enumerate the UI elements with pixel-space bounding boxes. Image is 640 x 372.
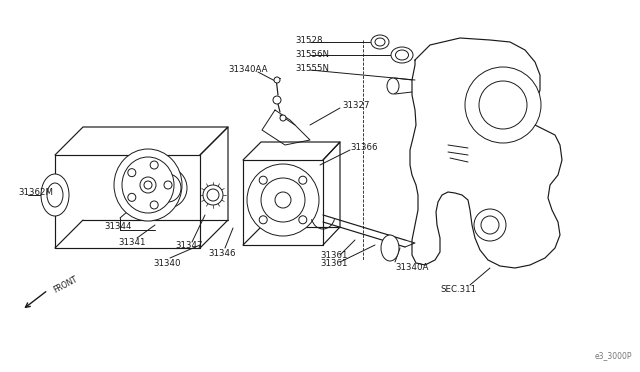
- Circle shape: [247, 164, 319, 236]
- Text: 31347: 31347: [175, 241, 202, 250]
- Text: 31346: 31346: [208, 248, 236, 257]
- Text: 31556N: 31556N: [295, 49, 329, 58]
- Ellipse shape: [381, 235, 399, 261]
- Circle shape: [479, 81, 527, 129]
- Ellipse shape: [155, 174, 181, 202]
- Circle shape: [150, 161, 158, 169]
- Circle shape: [150, 201, 158, 209]
- Text: 31362M: 31362M: [18, 187, 53, 196]
- Circle shape: [273, 96, 281, 104]
- Ellipse shape: [391, 47, 413, 63]
- Circle shape: [259, 176, 268, 184]
- Text: 31340: 31340: [153, 259, 180, 267]
- Text: 31340A: 31340A: [395, 263, 428, 272]
- Circle shape: [280, 115, 286, 121]
- Text: 31528: 31528: [295, 35, 323, 45]
- Circle shape: [275, 192, 291, 208]
- Text: 31361: 31361: [320, 260, 348, 269]
- Circle shape: [144, 181, 152, 189]
- Circle shape: [299, 176, 307, 184]
- Text: 31327: 31327: [342, 100, 369, 109]
- Circle shape: [207, 189, 219, 201]
- Circle shape: [274, 77, 280, 83]
- Circle shape: [261, 178, 305, 222]
- Ellipse shape: [47, 183, 63, 207]
- Text: 31344: 31344: [104, 221, 131, 231]
- Ellipse shape: [375, 38, 385, 46]
- Text: 31340AA: 31340AA: [228, 64, 268, 74]
- Circle shape: [481, 216, 499, 234]
- Ellipse shape: [396, 50, 408, 60]
- Text: 31555N: 31555N: [295, 64, 329, 73]
- Text: 31341: 31341: [118, 237, 145, 247]
- Circle shape: [465, 67, 541, 143]
- Circle shape: [140, 177, 156, 193]
- Ellipse shape: [122, 157, 174, 213]
- Circle shape: [128, 169, 136, 177]
- Circle shape: [203, 185, 223, 205]
- Circle shape: [299, 216, 307, 224]
- Ellipse shape: [371, 35, 389, 49]
- Text: 31366: 31366: [350, 142, 378, 151]
- Ellipse shape: [149, 168, 187, 208]
- Text: e3_3000P: e3_3000P: [595, 351, 632, 360]
- Text: FRONT: FRONT: [52, 275, 79, 295]
- Circle shape: [474, 209, 506, 241]
- Text: SEC.311: SEC.311: [440, 285, 476, 295]
- Ellipse shape: [387, 78, 399, 94]
- Text: 31361: 31361: [320, 250, 348, 260]
- Circle shape: [259, 216, 268, 224]
- Circle shape: [164, 181, 172, 189]
- Circle shape: [128, 193, 136, 201]
- Ellipse shape: [41, 174, 69, 216]
- Ellipse shape: [114, 149, 182, 221]
